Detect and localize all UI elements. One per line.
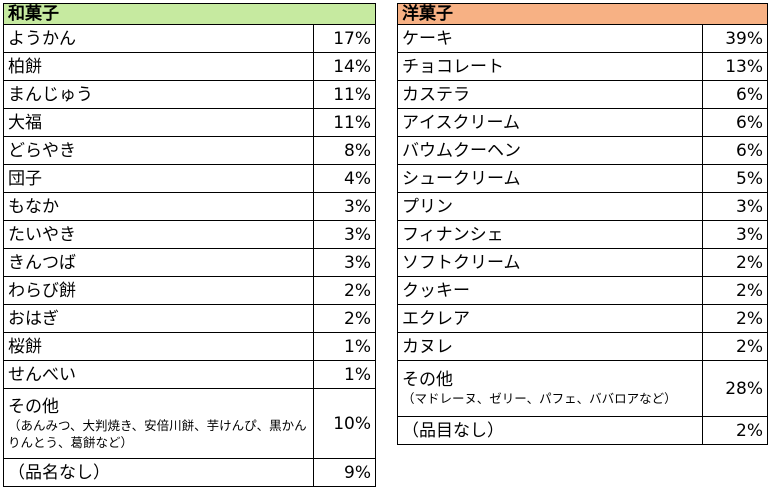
other-note: （あんみつ、大判焼き、安倍川餅、芋けんぴ、黒かんりんとう、葛餅など） (8, 417, 307, 450)
item-percent: 2% (702, 416, 768, 445)
item-name: たいやき (3, 220, 314, 249)
table-row: おはぎ 2% (3, 304, 376, 333)
table-row: アイスクリーム 6% (397, 108, 768, 137)
item-name: その他 (402, 370, 453, 390)
table-row: クッキー 2% (397, 276, 768, 305)
table-row: 大福 11% (3, 108, 376, 137)
item-name: アイスクリーム (397, 108, 703, 137)
item-percent: 1% (313, 332, 376, 361)
item-percent: 8% (313, 136, 376, 165)
table-row: 桜餅 1% (3, 332, 376, 361)
item-percent: 6% (702, 80, 768, 109)
table-row: プリン 3% (397, 192, 768, 221)
item-percent: 4% (313, 164, 376, 193)
other-cell: その他 （マドレーヌ、ゼリー、パフェ、ババロアなど） (397, 360, 703, 417)
table-row: きんつば 3% (3, 248, 376, 277)
item-percent: 5% (702, 164, 768, 193)
table-row: バウムクーヘン 6% (397, 136, 768, 165)
item-percent: 11% (313, 80, 376, 109)
table-row-other: その他 （あんみつ、大判焼き、安倍川餅、芋けんぴ、黒かんりんとう、葛餅など） 1… (3, 388, 376, 459)
item-name: カステラ (397, 80, 703, 109)
table-row: せんべい 1% (3, 360, 376, 389)
item-name: （品目なし） (397, 416, 703, 445)
item-percent: 9% (313, 458, 376, 487)
item-name: その他 (8, 396, 59, 417)
item-percent: 13% (702, 52, 768, 81)
item-name: せんべい (3, 360, 314, 389)
item-percent: 28% (702, 360, 768, 417)
table-row: たいやき 3% (3, 220, 376, 249)
item-percent: 6% (702, 108, 768, 137)
table-row: ようかん 17% (3, 24, 376, 53)
table-row: カステラ 6% (397, 80, 768, 109)
table-row: チョコレート 13% (397, 52, 768, 81)
wagashi-table: 和菓子 ようかん 17% 柏餅 14% まんじゅう 11% 大福 11% どらやき 8% … (3, 3, 376, 487)
item-name: 団子 (3, 164, 314, 193)
item-percent: 39% (702, 24, 768, 53)
item-percent: 3% (702, 192, 768, 221)
item-name: まんじゅう (3, 80, 314, 109)
item-percent: 3% (702, 220, 768, 249)
item-name: 桜餅 (3, 332, 314, 361)
item-name: ようかん (3, 24, 314, 53)
item-percent: 2% (702, 304, 768, 333)
item-name: フィナンシェ (397, 220, 703, 249)
item-name: もなか (3, 192, 314, 221)
item-name: （品名なし） (3, 458, 314, 487)
item-percent: 17% (313, 24, 376, 53)
yogashi-table: 洋菓子 ケーキ 39% チョコレート 13% カステラ 6% アイスクリーム 6% バウ… (397, 3, 768, 445)
table-row: ソフトクリーム 2% (397, 248, 768, 277)
item-name: チョコレート (397, 52, 703, 81)
item-name: おはぎ (3, 304, 314, 333)
table-row-unnamed: （品目なし） 2% (397, 416, 768, 445)
item-name: きんつば (3, 248, 314, 277)
table-row: 団子 4% (3, 164, 376, 193)
item-percent: 3% (313, 192, 376, 221)
item-percent: 2% (313, 276, 376, 305)
item-name: クッキー (397, 276, 703, 305)
yogashi-title: 洋菓子 (397, 3, 768, 25)
item-percent: 14% (313, 52, 376, 81)
item-percent: 2% (702, 332, 768, 361)
table-row: フィナンシェ 3% (397, 220, 768, 249)
wagashi-title: 和菓子 (3, 3, 376, 25)
item-name: プリン (397, 192, 703, 221)
wagashi-header-row: 和菓子 (3, 3, 376, 25)
table-row: まんじゅう 11% (3, 80, 376, 109)
other-cell: その他 （あんみつ、大判焼き、安倍川餅、芋けんぴ、黒かんりんとう、葛餅など） (3, 388, 314, 459)
table-row: シュークリーム 5% (397, 164, 768, 193)
item-percent: 2% (702, 248, 768, 277)
table-row-unnamed: （品名なし） 9% (3, 458, 376, 487)
item-percent: 6% (702, 136, 768, 165)
table-row-other: その他 （マドレーヌ、ゼリー、パフェ、ババロアなど） 28% (397, 360, 768, 417)
item-name: ソフトクリーム (397, 248, 703, 277)
item-name: わらび餅 (3, 276, 314, 305)
table-row: もなか 3% (3, 192, 376, 221)
table-row: ケーキ 39% (397, 24, 768, 53)
item-name: どらやき (3, 136, 314, 165)
item-name: カヌレ (397, 332, 703, 361)
item-name: シュークリーム (397, 164, 703, 193)
item-percent: 11% (313, 108, 376, 137)
other-note: （マドレーヌ、ゼリー、パフェ、ババロアなど） (402, 391, 677, 406)
item-percent: 2% (313, 304, 376, 333)
table-row: カヌレ 2% (397, 332, 768, 361)
table-row: エクレア 2% (397, 304, 768, 333)
item-percent: 10% (313, 388, 376, 459)
item-name: エクレア (397, 304, 703, 333)
item-percent: 3% (313, 248, 376, 277)
item-name: 大福 (3, 108, 314, 137)
table-row: どらやき 8% (3, 136, 376, 165)
table-row: わらび餅 2% (3, 276, 376, 305)
table-row: 柏餅 14% (3, 52, 376, 81)
item-name: 柏餅 (3, 52, 314, 81)
item-percent: 1% (313, 360, 376, 389)
item-name: ケーキ (397, 24, 703, 53)
item-name: バウムクーヘン (397, 136, 703, 165)
item-percent: 3% (313, 220, 376, 249)
item-percent: 2% (702, 276, 768, 305)
yogashi-header-row: 洋菓子 (397, 3, 768, 25)
